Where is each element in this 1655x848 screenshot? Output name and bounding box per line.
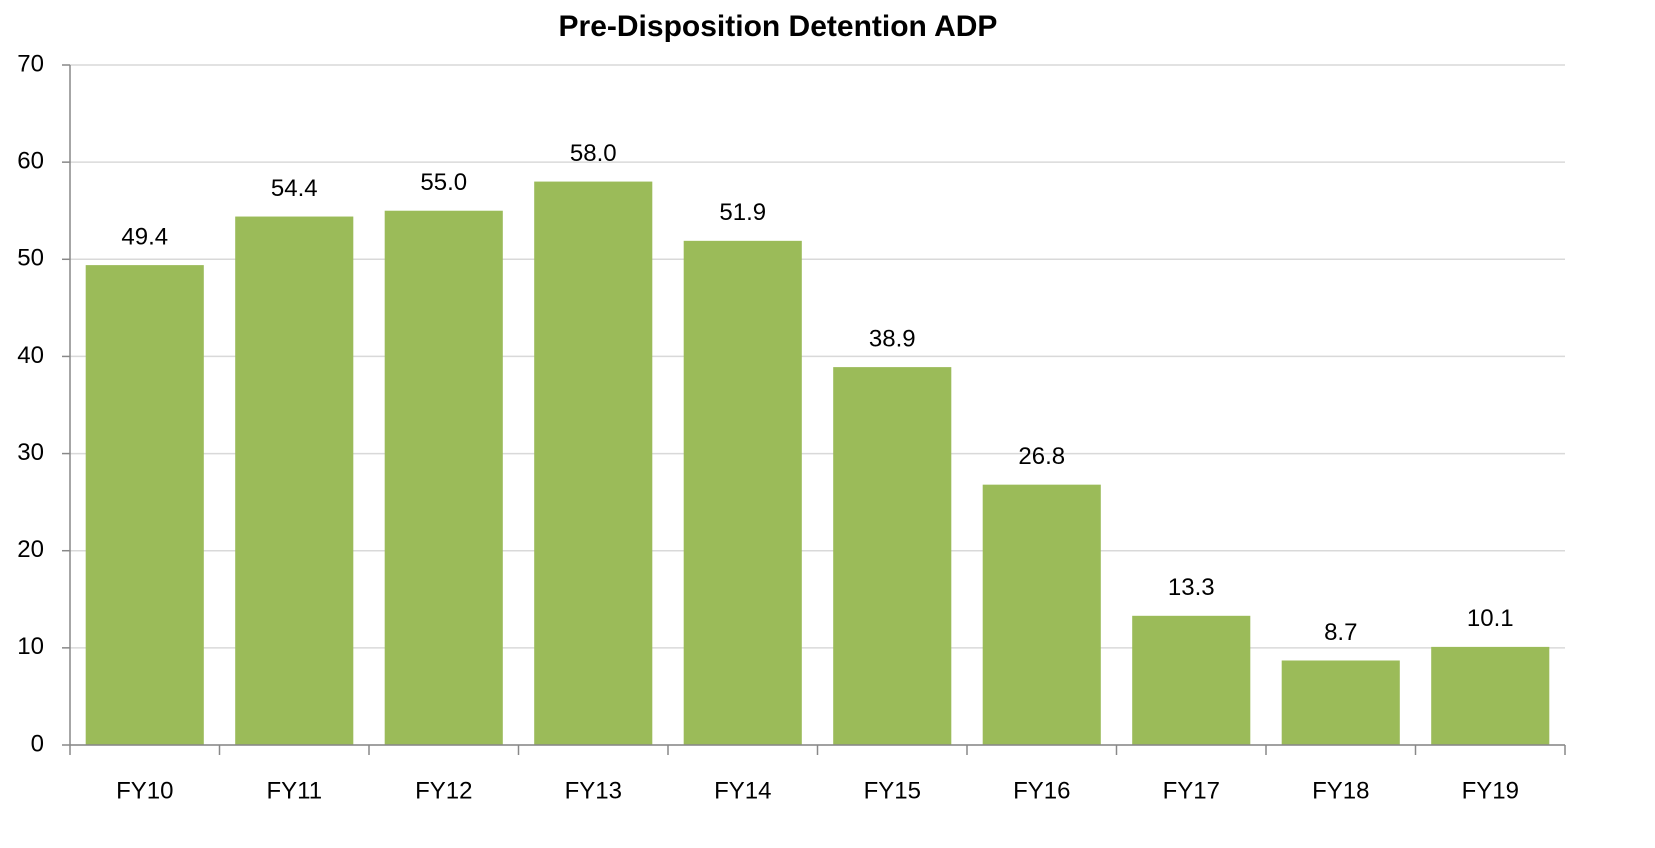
data-label: 54.4 <box>271 175 318 202</box>
y-tick-label: 70 <box>17 50 44 77</box>
x-tick-label: FY15 <box>864 777 921 804</box>
data-label: 8.7 <box>1324 619 1357 646</box>
bar <box>1132 615 1251 745</box>
x-tick-label: FY19 <box>1462 777 1519 804</box>
x-tick-label: FY16 <box>1013 777 1070 804</box>
x-tick-label: FY11 <box>266 777 322 804</box>
data-label: 51.9 <box>719 199 766 226</box>
x-tick-label: FY12 <box>415 777 472 804</box>
bar <box>85 265 204 745</box>
data-label: 55.0 <box>420 169 467 196</box>
data-label: 38.9 <box>869 325 916 352</box>
x-tick-label: FY17 <box>1163 777 1220 804</box>
bar <box>1431 646 1550 745</box>
chart-title: Pre-Disposition Detention ADP <box>559 10 998 43</box>
y-tick-label: 40 <box>17 342 44 369</box>
bar <box>683 240 802 746</box>
y-tick-label: 20 <box>17 536 44 563</box>
data-label: 13.3 <box>1168 574 1215 601</box>
bar <box>534 181 653 746</box>
x-tick-label: FY13 <box>565 777 622 804</box>
bar <box>384 210 503 745</box>
bar <box>235 216 354 746</box>
y-tick-label: 50 <box>17 245 44 272</box>
data-label: 58.0 <box>570 140 617 167</box>
data-label: 26.8 <box>1018 443 1065 470</box>
y-tick-label: 30 <box>17 439 44 466</box>
data-label: 49.4 <box>121 223 168 250</box>
y-tick-label: 0 <box>31 730 44 757</box>
x-tick-label: FY10 <box>116 777 173 804</box>
bar <box>982 484 1101 745</box>
bar <box>833 367 952 745</box>
bar <box>1281 660 1400 745</box>
x-tick-label: FY18 <box>1312 777 1369 804</box>
y-tick-label: 10 <box>17 633 44 660</box>
y-tick-label: 60 <box>17 147 44 174</box>
x-tick-label: FY14 <box>714 777 771 804</box>
data-label: 10.1 <box>1467 605 1514 632</box>
